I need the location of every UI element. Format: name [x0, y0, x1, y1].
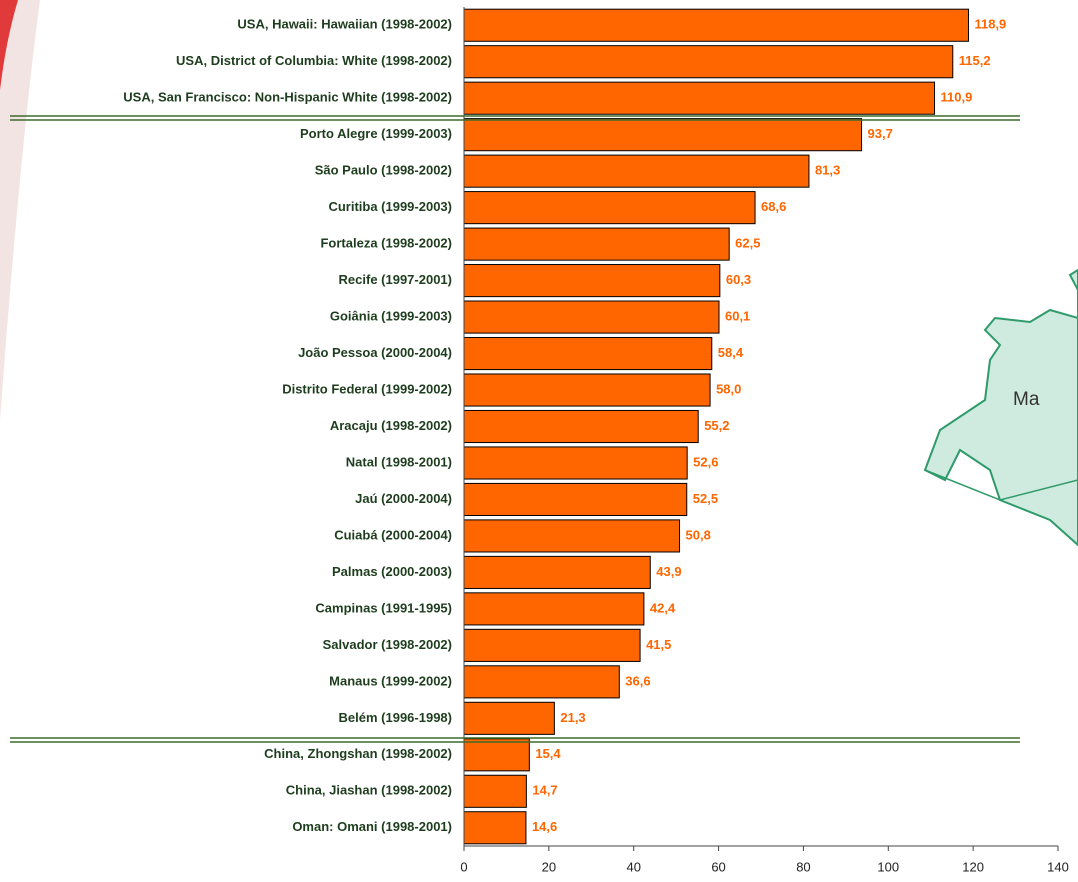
y-tick-label: Cuiabá (2000-2004) — [334, 527, 452, 542]
y-tick-label: Distrito Federal (1999-2002) — [282, 381, 452, 396]
bar — [463, 628, 641, 662]
y-tick-label: Curitiba (1999-2003) — [328, 199, 452, 214]
data-label: 118,9 — [974, 17, 1006, 32]
data-label: 52,6 — [693, 454, 718, 469]
bar — [463, 118, 863, 152]
bar — [463, 738, 530, 772]
y-tick-label: João Pessoa (2000-2004) — [298, 345, 452, 360]
x-tick-label: 80 — [796, 859, 810, 874]
y-tick-label: Salvador (1998-2002) — [323, 637, 452, 652]
bar — [463, 227, 730, 261]
y-tick-label: Oman: Omani (1998-2001) — [292, 819, 452, 834]
bar — [463, 482, 688, 517]
separator — [10, 115, 1020, 743]
bar — [463, 811, 527, 845]
x-tick-label: 0 — [460, 859, 467, 874]
y-tick-label: USA, Hawaii: Hawaiian (1998-2002) — [237, 17, 452, 32]
data-label: 58,0 — [716, 381, 741, 396]
bar — [463, 446, 688, 480]
bar — [463, 8, 969, 42]
map-label: Ma — [1013, 389, 1040, 410]
data-label: 42,4 — [650, 600, 676, 615]
bar — [463, 373, 711, 407]
data-label: 62,5 — [735, 236, 760, 251]
bar — [463, 300, 720, 334]
y-tick-label: USA, San Francisco: Non-Hispanic White (… — [123, 90, 452, 105]
data-label: 68,6 — [761, 199, 786, 214]
data-label: 50,8 — [686, 527, 711, 542]
data-label: 60,3 — [726, 272, 751, 287]
y-tick-label: Campinas (1991-1995) — [315, 600, 452, 615]
decor-swoosh — [0, 0, 40, 420]
y-tick-label: China, Jiashan (1998-2002) — [286, 783, 452, 798]
y-tick-label: Jaú (2000-2004) — [355, 491, 452, 506]
bar — [463, 336, 713, 371]
data-label: 93,7 — [868, 126, 893, 141]
y-tick-label: Aracaju (1998-2002) — [330, 418, 452, 433]
y-tick-label: USA, District of Columbia: White (1998-2… — [176, 53, 452, 68]
data-label: 43,9 — [656, 564, 681, 579]
x-tick-label: 60 — [711, 859, 725, 874]
y-tick-label: Fortaleza (1998-2002) — [320, 236, 452, 251]
bar — [463, 555, 651, 589]
data-label: 81,3 — [815, 163, 840, 178]
y-tick-label: Porto Alegre (1999-2003) — [300, 126, 452, 141]
x-tick-label: 20 — [542, 859, 556, 874]
decor-swoosh-red — [0, 0, 18, 90]
data-label: 41,5 — [646, 637, 671, 652]
bar — [463, 519, 681, 553]
y-tick-label: China, Zhongshan (1998-2002) — [264, 746, 452, 761]
data-label: 55,2 — [704, 418, 729, 433]
bar — [463, 154, 810, 188]
data-label: 110,9 — [941, 90, 973, 105]
y-tick-label: Natal (1998-2001) — [346, 454, 452, 469]
bar — [463, 592, 645, 626]
bar — [463, 409, 699, 444]
map-border — [924, 469, 1078, 501]
y-tick-label: Goiânia (1999-2003) — [330, 309, 452, 324]
data-label: 115,2 — [959, 53, 991, 68]
data-label: 36,6 — [625, 673, 650, 688]
bar — [463, 45, 954, 79]
y-tick-label: Belém (1996-1998) — [339, 710, 452, 725]
bar — [463, 81, 936, 115]
bar — [463, 665, 620, 699]
bar — [463, 701, 555, 735]
x-tick-label: 100 — [877, 859, 899, 874]
data-label: 60,1 — [725, 309, 750, 324]
bar — [463, 191, 756, 225]
x-tick-label: 120 — [962, 859, 984, 874]
bar — [463, 264, 721, 298]
data-label: 58,4 — [718, 345, 744, 360]
bar — [463, 774, 527, 808]
data-label: 14,6 — [532, 819, 557, 834]
x-tick-label: 40 — [626, 859, 640, 874]
y-tick-label: Recife (1997-2001) — [339, 272, 452, 287]
data-label: 14,7 — [532, 783, 557, 798]
map-shape — [923, 268, 1078, 547]
data-label: 15,4 — [535, 746, 561, 761]
y-tick-label: Manaus (1999-2002) — [329, 673, 452, 688]
y-tick-label: São Paulo (1998-2002) — [315, 163, 452, 178]
x-tick-label: 140 — [1047, 859, 1069, 874]
y-tick-label: Palmas (2000-2003) — [332, 564, 452, 579]
data-label: 52,5 — [693, 491, 718, 506]
data-label: 21,3 — [560, 710, 585, 725]
